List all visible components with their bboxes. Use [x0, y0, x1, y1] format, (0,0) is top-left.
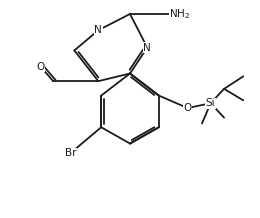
Text: O: O [184, 103, 192, 113]
Text: N: N [144, 43, 151, 53]
Text: O: O [37, 62, 45, 72]
Text: NH$_2$: NH$_2$ [169, 7, 191, 21]
Text: Br: Br [65, 148, 76, 158]
Text: Si: Si [206, 98, 216, 108]
Text: N: N [94, 25, 102, 35]
